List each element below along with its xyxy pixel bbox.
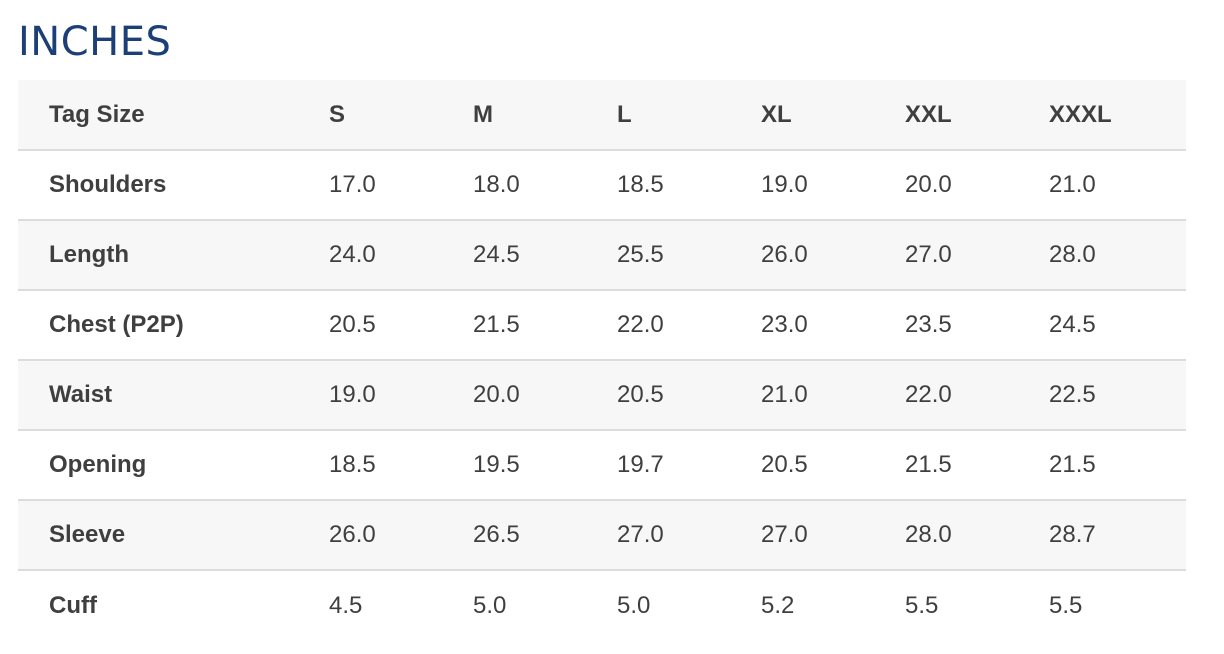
header-size-xl: XL [761,100,792,128]
table-cell: 20.5 [617,359,761,430]
table-cell: 20.0 [473,359,617,430]
table-cell: 19.5 [473,429,617,500]
table-cell: 27.0 [617,499,761,570]
table-cell: 22.0 [905,359,1049,430]
table-row: Chest (P2P) 20.5 21.5 22.0 23.0 23.5 24.… [18,289,1186,360]
table-cell: 5.0 [473,569,617,640]
table-cell: 22.0 [617,289,761,360]
row-label: Chest (P2P) [18,289,329,360]
table-cell: 27.0 [905,219,1049,290]
page-title: INCHES [18,19,172,65]
table-cell: 28.0 [905,499,1049,570]
row-label: Opening [18,429,329,500]
table-row: Opening 18.5 19.5 19.7 20.5 21.5 21.5 [18,429,1186,500]
table-cell: 21.0 [1049,149,1186,220]
table-row: Shoulders 17.0 18.0 18.5 19.0 20.0 21.0 [18,149,1186,220]
table-cell: 26.5 [473,499,617,570]
table-cell: 20.0 [905,149,1049,220]
table-cell: 22.5 [1049,359,1186,430]
header-size-xxl: XXL [905,100,952,128]
table-cell: 23.0 [761,289,905,360]
table-cell: 25.5 [617,219,761,290]
row-label: Shoulders [18,149,329,220]
table-row: Length 24.0 24.5 25.5 26.0 27.0 28.0 [18,219,1186,290]
table-cell: 19.0 [761,149,905,220]
table-cell: 20.5 [329,289,473,360]
table-cell: 24.5 [1049,289,1186,360]
size-chart-table: Tag Size S M L XL XXL XXXL Shoulders 17.… [18,80,1186,640]
row-label: Waist [18,359,329,430]
table-cell: 5.0 [617,569,761,640]
table-cell: 4.5 [329,569,473,640]
row-label: Sleeve [18,499,329,570]
table-cell: 24.0 [329,219,473,290]
table-cell: 28.0 [1049,219,1186,290]
table-cell: 5.2 [761,569,905,640]
table-cell: 20.5 [761,429,905,500]
table-header-row: Tag Size S M L XL XXL XXXL [18,80,1186,150]
header-size-l: L [617,100,632,128]
table-row: Sleeve 26.0 26.5 27.0 27.0 28.0 28.7 [18,499,1186,570]
table-cell: 19.0 [329,359,473,430]
table-cell: 26.0 [761,219,905,290]
header-tag-size: Tag Size [49,100,145,128]
table-cell: 5.5 [1049,569,1186,640]
table-row: Waist 19.0 20.0 20.5 21.0 22.0 22.5 [18,359,1186,430]
table-cell: 18.5 [329,429,473,500]
row-label: Length [18,219,329,290]
table-cell: 27.0 [761,499,905,570]
table-cell: 21.0 [761,359,905,430]
table-cell: 21.5 [905,429,1049,500]
header-size-s: S [329,100,346,128]
table-cell: 18.5 [617,149,761,220]
table-cell: 23.5 [905,289,1049,360]
table-cell: 17.0 [329,149,473,220]
table-cell: 21.5 [1049,429,1186,500]
table-cell: 21.5 [473,289,617,360]
row-label: Cuff [18,569,329,640]
table-cell: 5.5 [905,569,1049,640]
table-cell: 19.7 [617,429,761,500]
table-row: Cuff 4.5 5.0 5.0 5.2 5.5 5.5 [18,569,1186,640]
table-cell: 26.0 [329,499,473,570]
header-size-xxxl: XXXL [1049,100,1112,128]
table-cell: 28.7 [1049,499,1186,570]
header-size-m: M [473,100,493,128]
table-cell: 18.0 [473,149,617,220]
table-cell: 24.5 [473,219,617,290]
